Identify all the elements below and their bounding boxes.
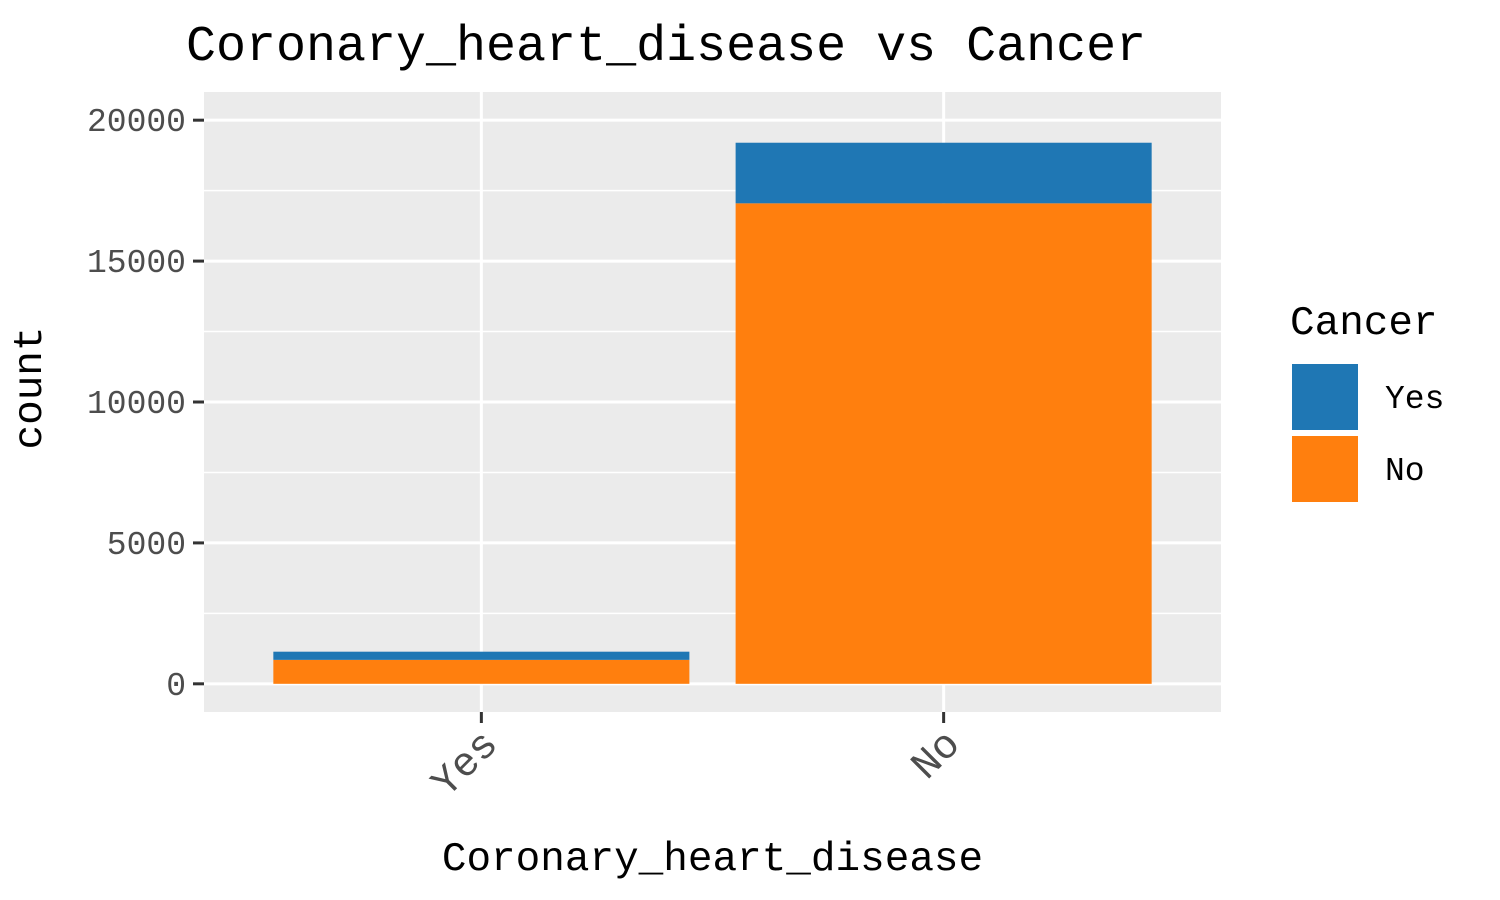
- bar-no-no: [735, 203, 1152, 684]
- y-tick-label: 15000: [87, 245, 186, 282]
- bar-no-yes: [735, 142, 1152, 204]
- bar-yes-no: [273, 659, 690, 684]
- legend: Cancer Yes No: [1290, 301, 1444, 504]
- legend-label-no: No: [1385, 453, 1425, 490]
- y-tick-label: 5000: [107, 527, 186, 564]
- x-tick-label: Yes: [424, 723, 509, 808]
- bars: [273, 142, 1152, 684]
- y-tick-label: 10000: [87, 386, 186, 423]
- legend-swatch-yes: [1292, 364, 1358, 430]
- bar-yes-yes: [273, 651, 690, 660]
- y-tick-label: 20000: [87, 104, 186, 141]
- x-tick-label: No: [903, 723, 970, 790]
- x-axis-title: Coronary_heart_disease: [442, 837, 983, 883]
- chart-title: Coronary_heart_disease vs Cancer: [186, 19, 1146, 76]
- legend-title: Cancer: [1290, 301, 1438, 347]
- y-axis-title: count: [8, 326, 54, 449]
- legend-items: Yes No: [1290, 362, 1444, 504]
- y-tick-label: 0: [166, 668, 186, 705]
- legend-label-yes: Yes: [1385, 381, 1444, 418]
- legend-swatch-no: [1292, 436, 1358, 502]
